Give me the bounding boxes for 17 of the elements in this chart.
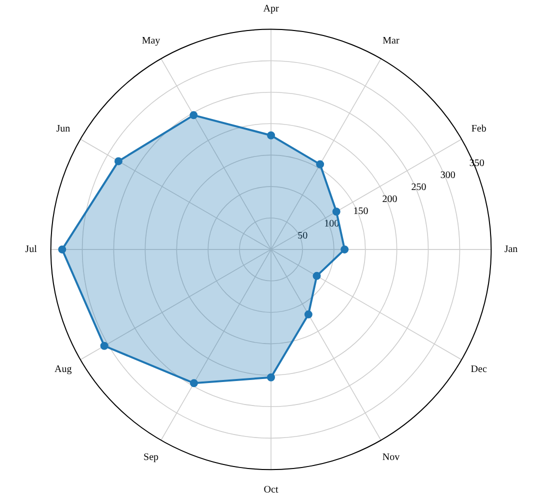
spoke-label: Mar [382, 36, 400, 47]
y-tick-label: 250 [411, 182, 426, 194]
y-tick-label: 150 [353, 206, 368, 218]
y-tick-label: 50 [298, 230, 308, 242]
spoke-label: Nov [382, 452, 400, 464]
spoke-label: Sep [144, 452, 159, 464]
spoke-label: Dec [470, 364, 488, 376]
spoke-label: May [142, 36, 160, 47]
spoke-label: Jan [504, 244, 518, 255]
spoke-label: Jul [25, 244, 38, 255]
spoke-label: Oct [264, 484, 278, 496]
y-tick-label: 300 [440, 170, 456, 182]
spoke-label: Feb [471, 124, 486, 135]
spoke-label: Jun [56, 124, 70, 135]
spoke-label: Apr [263, 4, 280, 15]
y-tick-label: 200 [382, 194, 398, 206]
spoke-label: Aug [54, 364, 72, 376]
